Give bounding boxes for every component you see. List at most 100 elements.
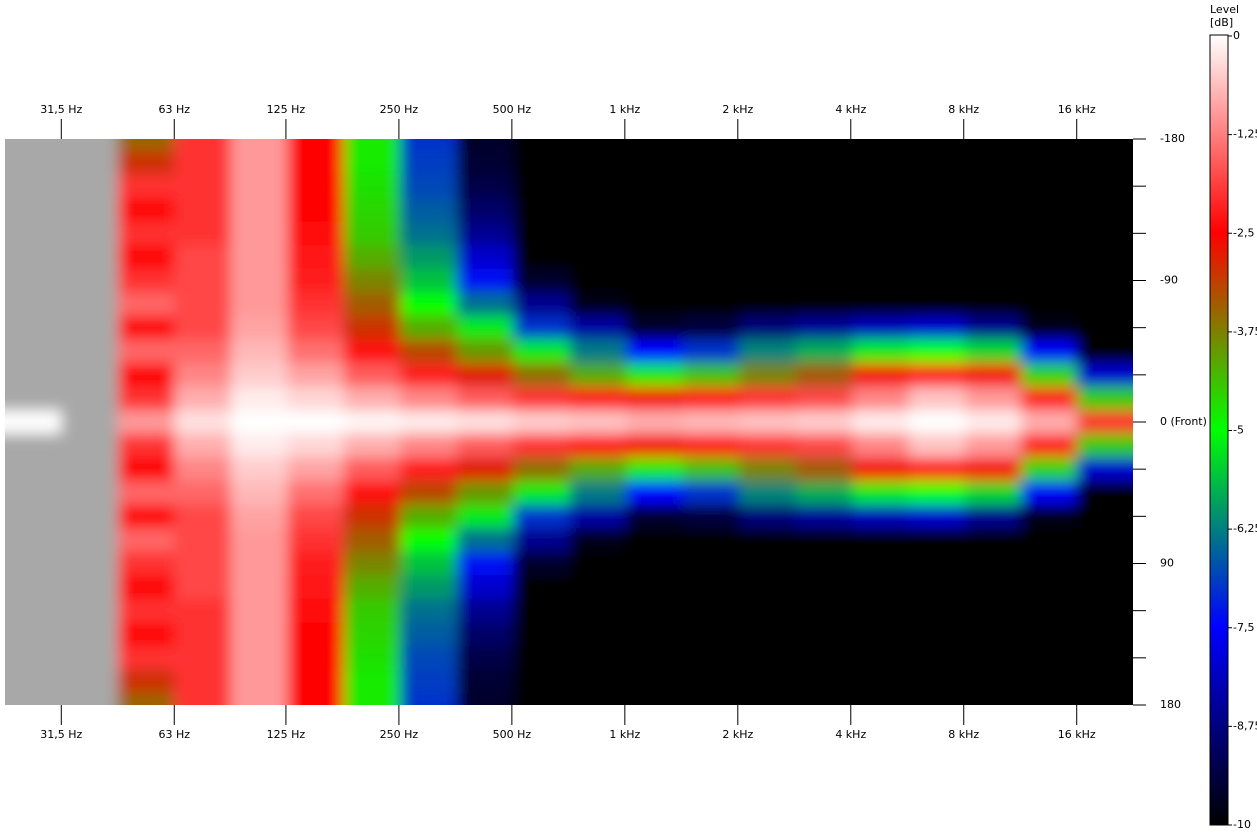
heatmap-cell: [908, 693, 966, 705]
heatmap-cell: [343, 363, 401, 388]
heatmap-cell: [795, 551, 853, 576]
heatmap-cell: [682, 480, 740, 506]
heatmap-cell: [343, 174, 401, 199]
heatmap-cell: [1021, 504, 1078, 529]
heatmap-cell: [61, 457, 119, 482]
heatmap-cell: [626, 174, 684, 199]
heatmap-cell: [5, 410, 62, 435]
heatmap-cell: [343, 669, 401, 694]
heatmap-cell: [795, 575, 853, 600]
heatmap-cell: [513, 598, 571, 623]
heatmap-cell: [5, 245, 62, 270]
heatmap-cell: [569, 433, 627, 458]
heatmap-cell: [343, 339, 401, 364]
colorbar-tick-label: -2,5: [1233, 226, 1254, 239]
x-tick-label: 31,5 Hz: [40, 728, 82, 741]
heatmap-cell: [513, 669, 571, 694]
heatmap-cell: [965, 528, 1022, 553]
heatmap-cell: [174, 410, 232, 435]
heatmap-cell: [1021, 410, 1078, 435]
heatmap-cell: [795, 480, 853, 506]
heatmap-cell: [174, 150, 232, 175]
heatmap-cell: [739, 433, 797, 458]
heatmap-cell: [513, 386, 571, 411]
heatmap-cell: [61, 598, 119, 623]
heatmap-cell: [61, 551, 119, 576]
heatmap-cell: [569, 174, 627, 199]
heatmap-cell: [682, 669, 740, 694]
heatmap-cell: [343, 221, 401, 246]
colorbar-tick-label: -5: [1233, 424, 1244, 437]
heatmap-cell: [400, 646, 458, 671]
heatmap-cell: [230, 598, 288, 623]
heatmap-cell: [739, 551, 797, 576]
heatmap-cell: [739, 480, 797, 506]
heatmap-cell: [400, 669, 458, 694]
heatmap-cell: [626, 292, 684, 317]
heatmap-cell: [626, 139, 684, 152]
heatmap-cell: [626, 669, 684, 694]
heatmap-cell: [456, 622, 514, 647]
heatmap-cell: [965, 292, 1022, 317]
heatmap-cell: [908, 622, 966, 647]
heatmap-cell: [343, 315, 401, 340]
heatmap-cell: [117, 221, 175, 246]
heatmap-cell: [230, 139, 288, 152]
heatmap-cell: [61, 139, 119, 152]
heatmap-cell: [1021, 693, 1078, 705]
heatmap-cell: [400, 268, 458, 293]
heatmap-cell: [852, 174, 910, 199]
heatmap-cell: [795, 245, 853, 270]
heatmap-cell: [343, 268, 401, 293]
heatmap-cell: [174, 551, 232, 576]
heatmap-cell: [795, 339, 853, 364]
heatmap-cell: [1021, 339, 1078, 364]
heatmap-cell: [795, 598, 853, 623]
heatmap-cell: [739, 197, 797, 223]
heatmap-cell: [456, 669, 514, 694]
heatmap-cell: [456, 139, 514, 152]
heatmap-cell: [61, 221, 119, 246]
heatmap-cell: [626, 363, 684, 388]
colorbar: [1209, 34, 1229, 826]
heatmap-cell: [61, 245, 119, 270]
heatmap-cell: [965, 268, 1022, 293]
heatmap-cell: [795, 292, 853, 317]
heatmap-cell: [174, 433, 232, 458]
heatmap-cell: [343, 504, 401, 529]
heatmap-cell: [908, 669, 966, 694]
heatmap-cell: [908, 528, 966, 553]
heatmap-cell: [1076, 386, 1133, 411]
heatmap-cell: [230, 410, 288, 435]
heatmap-cell: [739, 139, 797, 152]
heatmap-cell: [5, 693, 62, 705]
heatmap-cell: [1076, 693, 1133, 705]
heatmap-cell: [400, 197, 458, 223]
heatmap-cell: [795, 528, 853, 553]
heatmap-cell: [5, 622, 62, 647]
heatmap-cell: [456, 268, 514, 293]
heatmap-cell: [739, 339, 797, 364]
heatmap-cell: [1076, 669, 1133, 694]
heatmap-cell: [852, 315, 910, 340]
heatmap-cell: [513, 174, 571, 199]
x-tick-label: 8 kHz: [948, 728, 979, 741]
heatmap-cell: [569, 551, 627, 576]
heatmap-cell: [117, 245, 175, 270]
heatmap-cell: [965, 245, 1022, 270]
heatmap-cell: [569, 139, 627, 152]
heatmap-cell: [230, 174, 288, 199]
heatmap-cell: [569, 410, 627, 435]
heatmap-cell: [117, 139, 175, 152]
heatmap-cell: [174, 174, 232, 199]
heatmap-cell: [626, 433, 684, 458]
heatmap-cell: [343, 139, 401, 152]
heatmap-cell: [1076, 433, 1133, 458]
colorbar-tick-label: -1,25: [1233, 128, 1257, 141]
heatmap-cell: [908, 386, 966, 411]
heatmap-cell: [739, 268, 797, 293]
heatmap-cell: [682, 221, 740, 246]
heatmap-cell: [569, 363, 627, 388]
heatmap-cell: [400, 622, 458, 647]
heatmap-cell: [739, 528, 797, 553]
